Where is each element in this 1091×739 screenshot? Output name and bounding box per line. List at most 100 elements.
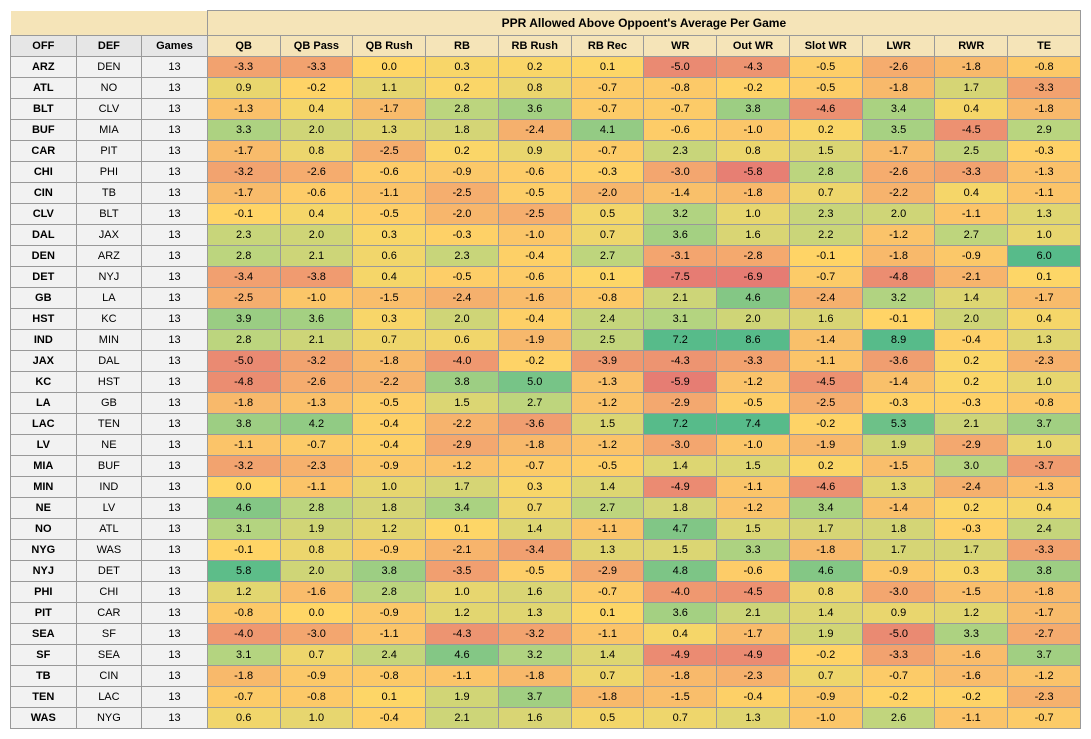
data-cell: 3.7 bbox=[498, 687, 571, 708]
data-cell: 0.9 bbox=[498, 141, 571, 162]
col-header-rb-rush: RB Rush bbox=[498, 36, 571, 57]
data-cell: -3.3 bbox=[1008, 78, 1081, 99]
games-cell: 13 bbox=[142, 99, 208, 120]
data-cell: -1.0 bbox=[717, 120, 790, 141]
data-cell: -1.1 bbox=[935, 204, 1008, 225]
data-cell: 3.8 bbox=[207, 414, 280, 435]
data-cell: -0.7 bbox=[1008, 708, 1081, 729]
data-cell: 1.3 bbox=[571, 540, 644, 561]
table-row: ARZDEN13-3.3-3.30.00.30.20.1-5.0-4.3-0.5… bbox=[11, 57, 1081, 78]
data-cell: 5.3 bbox=[862, 414, 935, 435]
col-header-qb-rush: QB Rush bbox=[353, 36, 426, 57]
data-cell: 2.8 bbox=[426, 99, 499, 120]
data-cell: -0.8 bbox=[280, 687, 353, 708]
data-cell: -0.5 bbox=[498, 561, 571, 582]
data-cell: 1.7 bbox=[935, 540, 1008, 561]
table-row: BUFMIA133.32.01.31.8-2.44.1-0.6-1.00.23.… bbox=[11, 120, 1081, 141]
data-cell: -3.3 bbox=[862, 645, 935, 666]
games-cell: 13 bbox=[142, 267, 208, 288]
table-row: TENLAC13-0.7-0.80.11.93.7-1.8-1.5-0.4-0.… bbox=[11, 687, 1081, 708]
def-cell: BUF bbox=[76, 456, 142, 477]
data-cell: 1.3 bbox=[717, 708, 790, 729]
data-cell: -4.3 bbox=[426, 624, 499, 645]
data-cell: -0.1 bbox=[789, 246, 862, 267]
data-cell: -1.8 bbox=[789, 540, 862, 561]
data-cell: -0.8 bbox=[571, 288, 644, 309]
col-header-lwr: LWR bbox=[862, 36, 935, 57]
data-cell: -1.2 bbox=[1008, 666, 1081, 687]
data-cell: -5.9 bbox=[644, 372, 717, 393]
data-cell: 2.7 bbox=[498, 393, 571, 414]
data-cell: -1.1 bbox=[426, 666, 499, 687]
data-cell: 2.7 bbox=[571, 246, 644, 267]
table-row: NYGWAS13-0.10.8-0.9-2.1-3.41.31.53.3-1.8… bbox=[11, 540, 1081, 561]
data-cell: -4.0 bbox=[426, 351, 499, 372]
data-cell: 3.3 bbox=[207, 120, 280, 141]
data-cell: -3.7 bbox=[1008, 456, 1081, 477]
data-cell: -0.2 bbox=[717, 78, 790, 99]
data-cell: -2.0 bbox=[426, 204, 499, 225]
data-cell: 1.4 bbox=[498, 519, 571, 540]
data-cell: 1.8 bbox=[862, 519, 935, 540]
data-cell: 2.9 bbox=[1008, 120, 1081, 141]
data-cell: 0.0 bbox=[353, 57, 426, 78]
table-row: INDMIN132.82.10.70.6-1.92.57.28.6-1.48.9… bbox=[11, 330, 1081, 351]
data-cell: -1.6 bbox=[498, 288, 571, 309]
data-cell: -0.7 bbox=[207, 687, 280, 708]
title-row: PPR Allowed Above Oppoent's Average Per … bbox=[11, 11, 1081, 36]
data-cell: 2.1 bbox=[717, 603, 790, 624]
data-cell: -2.5 bbox=[353, 141, 426, 162]
table-row: MININD130.0-1.11.01.70.31.4-4.9-1.1-4.61… bbox=[11, 477, 1081, 498]
games-cell: 13 bbox=[142, 687, 208, 708]
data-cell: -0.5 bbox=[426, 267, 499, 288]
data-cell: 0.7 bbox=[789, 666, 862, 687]
table-row: NOATL133.11.91.20.11.4-1.14.71.51.71.8-0… bbox=[11, 519, 1081, 540]
def-cell: MIA bbox=[76, 120, 142, 141]
data-cell: -0.3 bbox=[862, 393, 935, 414]
data-cell: -3.3 bbox=[717, 351, 790, 372]
data-cell: 0.8 bbox=[498, 78, 571, 99]
data-cell: -1.3 bbox=[571, 372, 644, 393]
data-cell: -2.2 bbox=[862, 183, 935, 204]
data-cell: 1.5 bbox=[571, 414, 644, 435]
data-cell: 0.3 bbox=[353, 309, 426, 330]
data-cell: -1.2 bbox=[571, 435, 644, 456]
data-cell: 4.2 bbox=[280, 414, 353, 435]
def-cell: TEN bbox=[76, 414, 142, 435]
off-cell: DAL bbox=[11, 225, 77, 246]
data-cell: -0.9 bbox=[862, 561, 935, 582]
col-header-rwr: RWR bbox=[935, 36, 1008, 57]
data-cell: -1.0 bbox=[789, 708, 862, 729]
def-cell: GB bbox=[76, 393, 142, 414]
data-cell: 0.3 bbox=[426, 57, 499, 78]
data-cell: -2.3 bbox=[280, 456, 353, 477]
off-cell: LA bbox=[11, 393, 77, 414]
header-row: OFFDEFGamesQBQB PassQB RushRBRB RushRB R… bbox=[11, 36, 1081, 57]
data-cell: -3.8 bbox=[280, 267, 353, 288]
data-cell: -2.7 bbox=[1008, 624, 1081, 645]
def-cell: CIN bbox=[76, 666, 142, 687]
data-cell: 2.8 bbox=[207, 246, 280, 267]
data-cell: -0.8 bbox=[353, 666, 426, 687]
data-cell: -0.9 bbox=[353, 456, 426, 477]
data-cell: -1.6 bbox=[280, 582, 353, 603]
table-row: LVNE13-1.1-0.7-0.4-2.9-1.8-1.2-3.0-1.0-1… bbox=[11, 435, 1081, 456]
data-cell: 1.2 bbox=[353, 519, 426, 540]
data-cell: -1.1 bbox=[789, 351, 862, 372]
data-cell: 1.5 bbox=[717, 456, 790, 477]
data-cell: 2.1 bbox=[935, 414, 1008, 435]
off-cell: MIN bbox=[11, 477, 77, 498]
table-body: ARZDEN13-3.3-3.30.00.30.20.1-5.0-4.3-0.5… bbox=[11, 57, 1081, 729]
data-cell: -2.9 bbox=[571, 561, 644, 582]
data-cell: -0.6 bbox=[644, 120, 717, 141]
data-cell: -0.3 bbox=[1008, 141, 1081, 162]
data-cell: 2.8 bbox=[280, 498, 353, 519]
data-cell: 0.4 bbox=[353, 267, 426, 288]
data-cell: -0.8 bbox=[644, 78, 717, 99]
games-cell: 13 bbox=[142, 372, 208, 393]
data-cell: -1.7 bbox=[1008, 603, 1081, 624]
data-cell: 1.5 bbox=[717, 519, 790, 540]
off-cell: IND bbox=[11, 330, 77, 351]
data-cell: -3.0 bbox=[280, 624, 353, 645]
data-cell: -3.0 bbox=[644, 435, 717, 456]
